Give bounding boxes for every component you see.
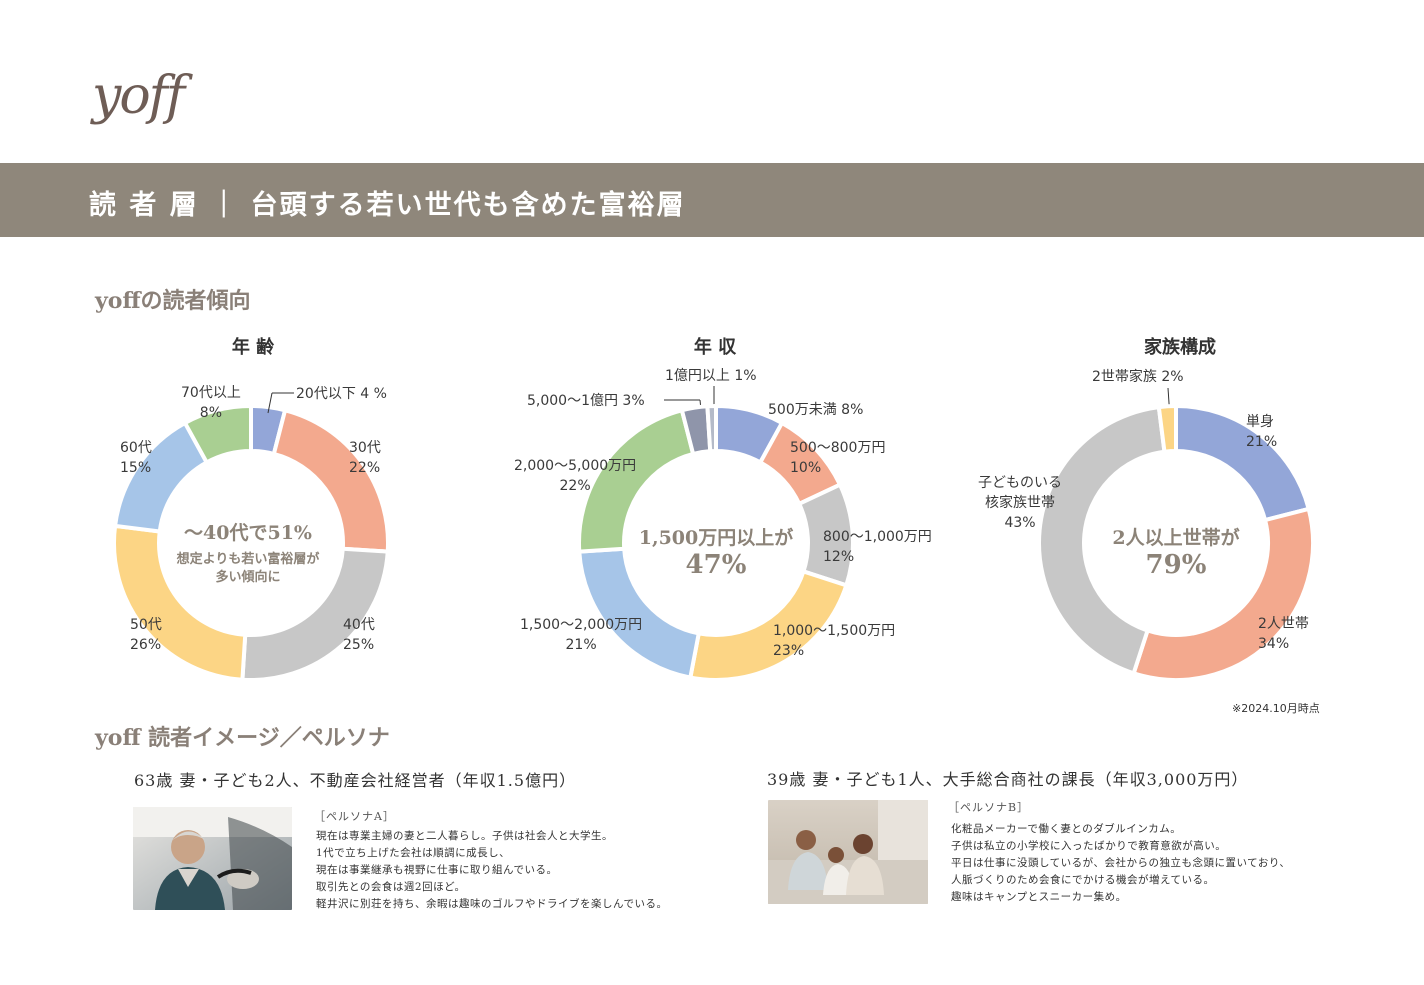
chart-title-age: 年 齢	[231, 337, 275, 358]
label-income-6: 5,000〜1億円 3%	[527, 393, 645, 409]
label-age-2: 40代 25%	[343, 617, 375, 653]
persona-a-tag: ［ペルソナA］	[314, 810, 395, 823]
family-slice-0	[1174, 403, 1312, 523]
label-income-3: 1,000〜1,500万円 23%	[773, 623, 896, 659]
family-slice-1	[1131, 506, 1315, 682]
persona-a-heading: 63歳 妻・子ども2人、不動産会社経営者（年収1.5億円）	[134, 771, 577, 790]
chart-title-family: 家族構成	[1144, 337, 1216, 358]
age-donut-chart	[112, 403, 390, 682]
label-age-0: 20代以下 4 %	[296, 386, 387, 402]
section-title-persona: yoff 読者イメージ／ペルソナ	[95, 725, 390, 751]
banner-title: 読 者 層 ｜ 台頭する若い世代も含めた富裕層	[89, 190, 686, 221]
leader-lines	[267, 386, 1171, 421]
logo: yoff	[92, 66, 185, 126]
label-income-2: 800〜1,000万円 12%	[823, 529, 932, 565]
age-slice-5	[182, 403, 253, 466]
label-family-3: 2世帯家族 2%	[1092, 369, 1184, 385]
persona-a-line: 1代で立ち上げた会社は順調に成長し、	[316, 847, 511, 859]
persona-a-line: 現在は事業継承も視野に仕事に取り組んでいる。	[316, 864, 558, 876]
label-income-1: 500〜800万円 10%	[790, 440, 886, 476]
income-center-main: 1,500万円以上が	[638, 527, 794, 549]
label-income-5: 2,000〜5,000万円 22%	[514, 458, 637, 494]
persona-b-line: 趣味はキャンプとスニーカー集め。	[951, 891, 1127, 903]
label-family-2: 子どものいる 核家族世帯 43%	[978, 475, 1062, 531]
date-note: ※2024.10月時点	[1232, 702, 1320, 715]
label-family-0: 単身 21%	[1246, 414, 1278, 450]
age-center-text: 〜40代で51% 想定よりも若い富裕層が 多い傾向に	[177, 518, 320, 587]
income-center-text: 1,500万円以上が 47%	[639, 523, 794, 580]
income-donut-chart	[577, 403, 855, 682]
section-title-tendency: yoffの読者傾向	[95, 288, 251, 314]
persona-b-line: 平日は仕事に没頭しているが、会社からの独立も念頭に置いており、	[951, 857, 1291, 869]
label-income-4: 1,500〜2,000万円 21%	[520, 617, 643, 653]
family-center-big: 79%	[1145, 550, 1207, 580]
persona-a-line: 現在は専業主婦の妻と二人暮らし。子供は社会人と大学生。	[316, 830, 613, 842]
persona-a-line: 取引先との会食は週2回ほど。	[316, 881, 466, 893]
persona-b-line: 化粧品メーカーで働く妻とのダブルインカム。	[951, 823, 1182, 835]
persona-a-image-icon	[133, 807, 292, 910]
persona-b-heading: 39歳 妻・子ども1人、大手総合商社の課長（年収3,000万円）	[767, 770, 1249, 789]
persona-a-description: 現在は専業主婦の妻と二人暮らし。子供は社会人と大学生。 1代で立ち上げた会社は順…	[316, 828, 667, 913]
leader-line-age-2	[267, 392, 273, 414]
persona-b-photo	[768, 800, 928, 904]
label-age-5: 70代以上 8%	[181, 385, 241, 421]
persona-b-image-icon	[768, 800, 928, 904]
family-slice-2	[1037, 404, 1167, 676]
label-age-4: 60代 15%	[120, 440, 152, 476]
family-center-text: 2人以上世帯が 79%	[1112, 523, 1239, 580]
persona-b-line: 人脈づくりのため会食にでかける機会が増えている。	[951, 874, 1215, 886]
persona-b-description: 化粧品メーカーで働く妻とのダブルインカム。 子供は私立の小学校に入ったばかりで教…	[951, 821, 1290, 906]
persona-b-tag: ［ペルソナB］	[948, 801, 1030, 814]
age-center-sub: 想定よりも若い富裕層が 多い傾向に	[176, 552, 320, 585]
label-family-1: 2人世帯 34%	[1258, 616, 1309, 652]
header-banner: 読 者 層 ｜ 台頭する若い世代も含めた富裕層	[0, 163, 1424, 237]
age-center-main: 〜40代で51%	[184, 522, 312, 544]
label-income-7: 1億円以上 1%	[665, 368, 757, 384]
family-donut-chart	[1037, 403, 1315, 682]
family-center-main: 2人以上世帯が	[1112, 527, 1240, 549]
income-center-big: 47%	[685, 550, 747, 580]
label-income-0: 500万未満 8%	[768, 402, 864, 418]
chart-title-income: 年 収	[693, 337, 737, 358]
label-age-3: 50代 26%	[130, 617, 162, 653]
label-age-1: 30代 22%	[349, 440, 381, 476]
persona-a-line: 軽井沢に別荘を持ち、余暇は趣味のゴルフやドライブを楽しんでいる。	[316, 898, 668, 910]
income-slice-7	[705, 403, 718, 454]
persona-a-photo	[133, 807, 292, 910]
family-slice-3	[1156, 403, 1178, 454]
persona-b-line: 子供は私立の小学校に入ったばかりで教育意欲が高い。	[951, 840, 1227, 852]
